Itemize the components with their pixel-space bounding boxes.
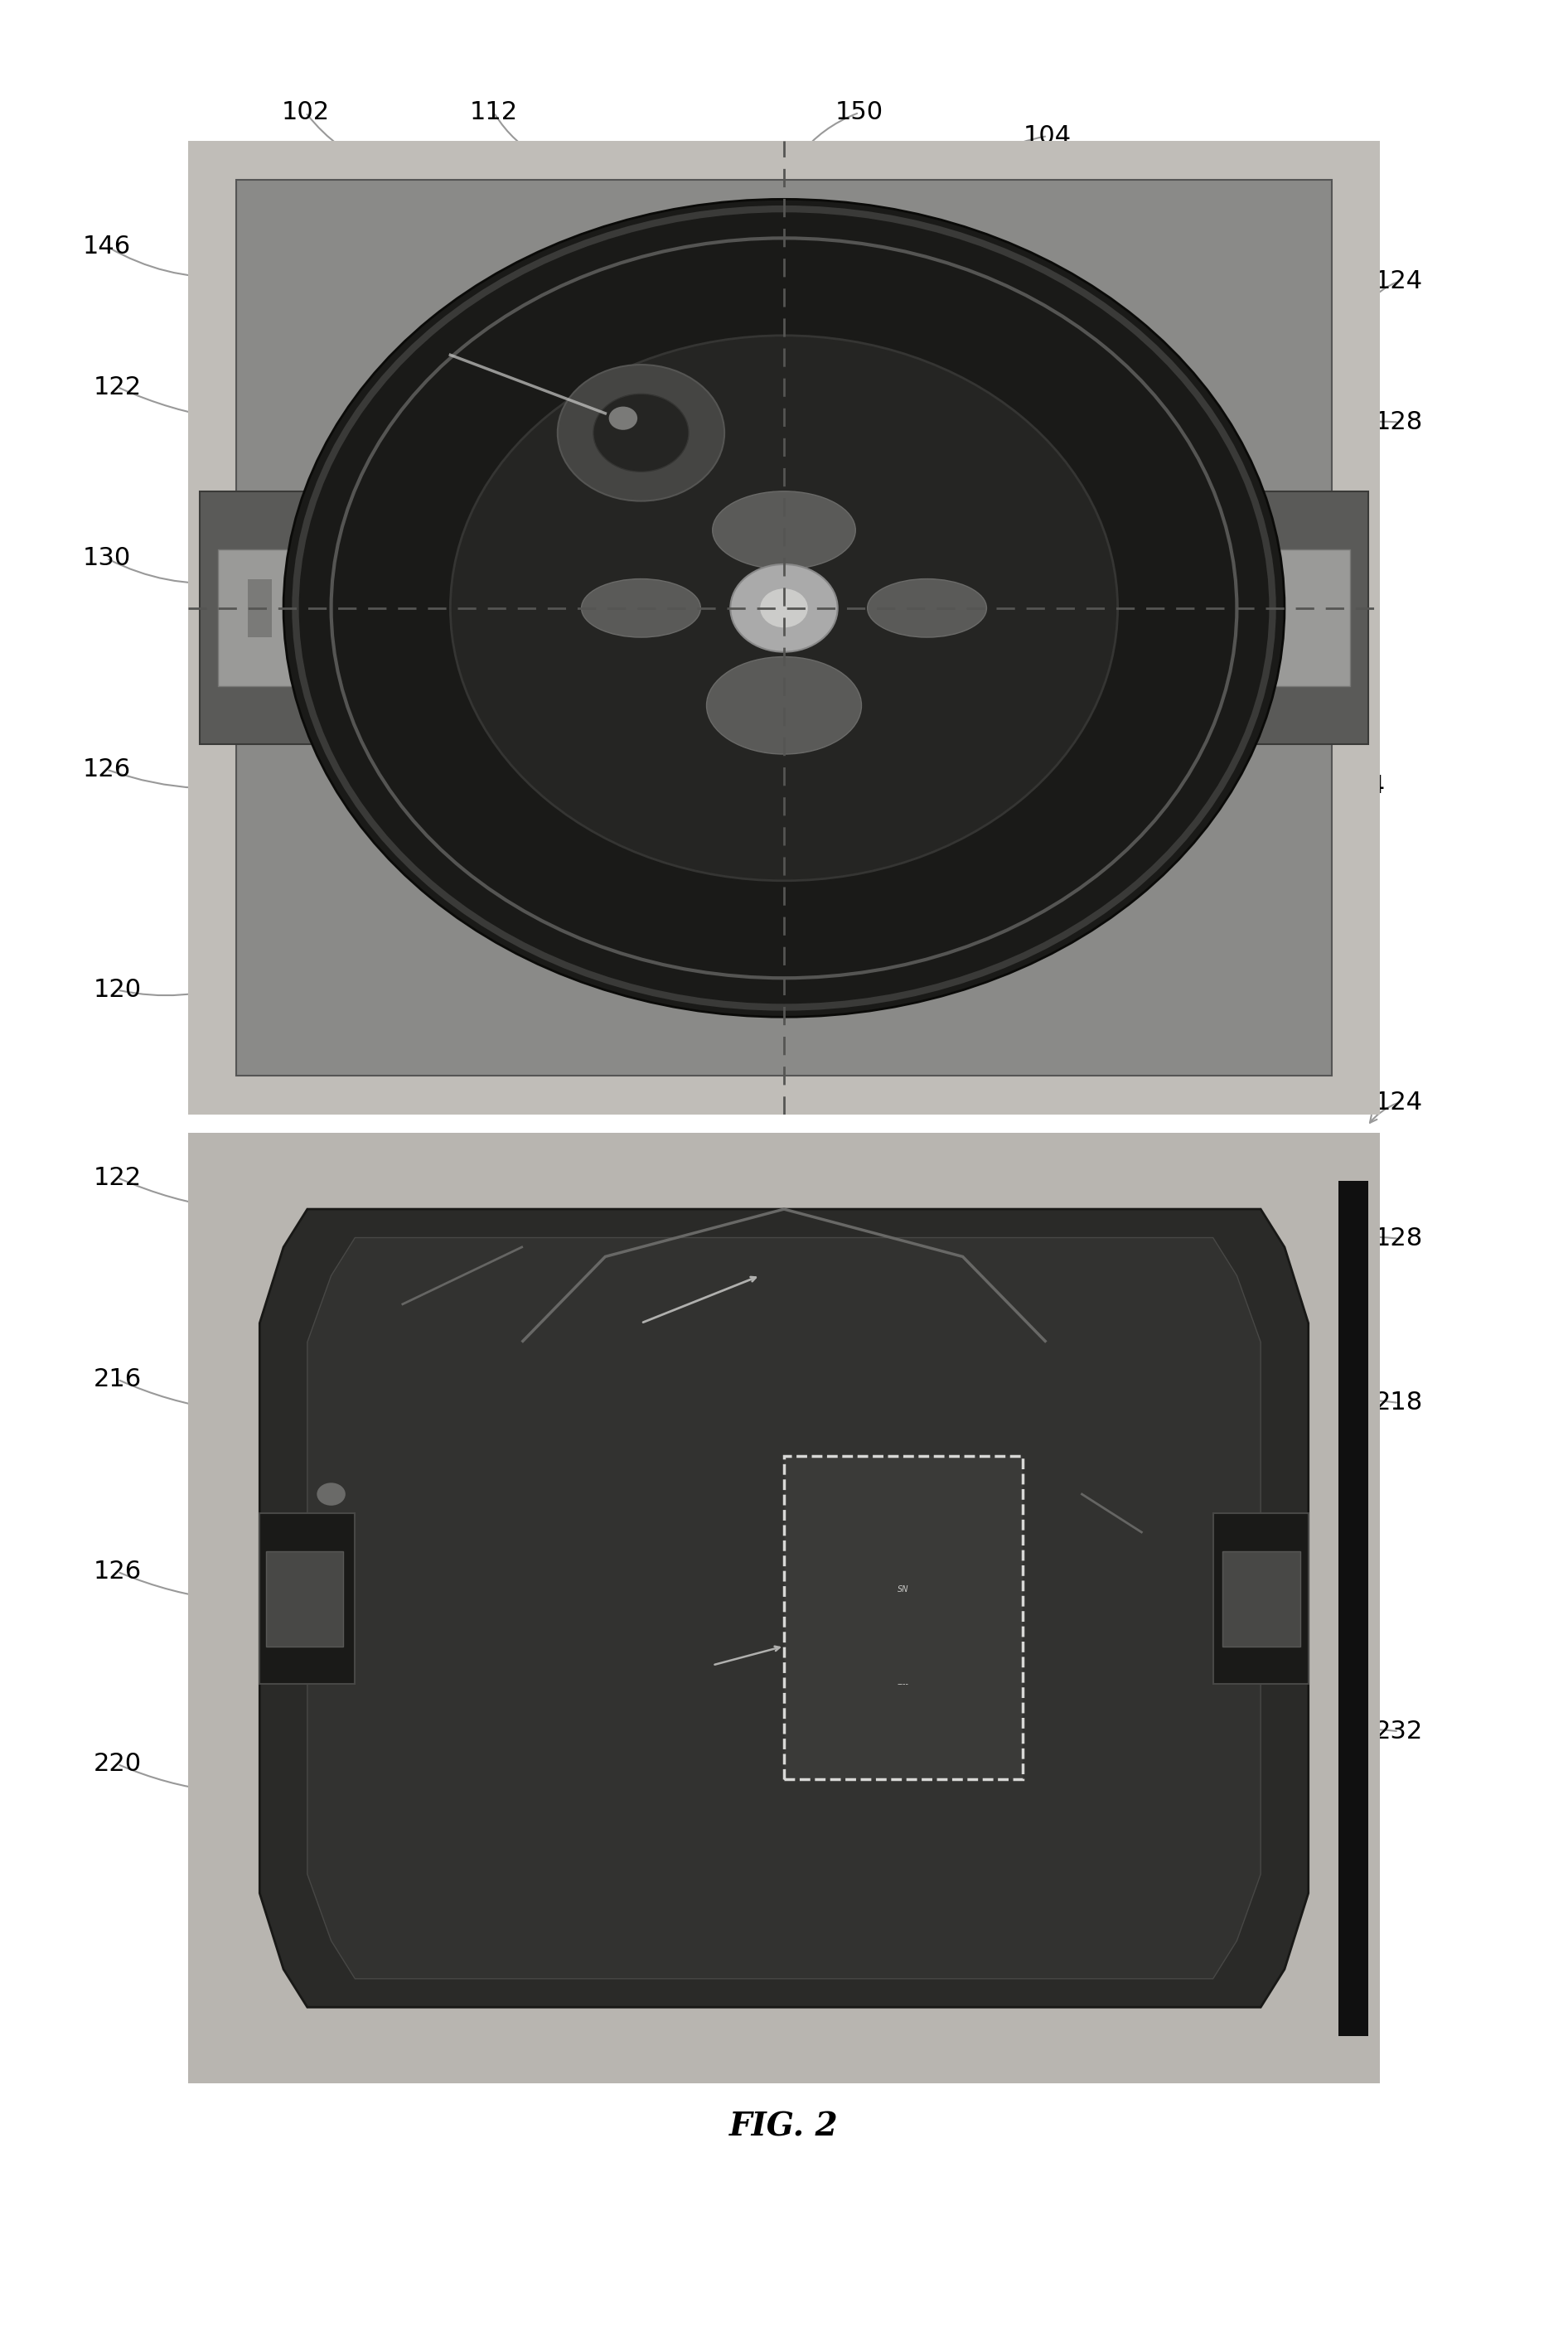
Polygon shape bbox=[260, 1513, 354, 1684]
Circle shape bbox=[760, 589, 808, 629]
Ellipse shape bbox=[707, 657, 861, 753]
Text: FIG. 2: FIG. 2 bbox=[729, 2111, 839, 2142]
Polygon shape bbox=[1214, 1513, 1308, 1684]
Text: 122: 122 bbox=[94, 375, 141, 399]
Bar bbox=[248, 579, 271, 638]
Text: 126: 126 bbox=[83, 758, 130, 781]
Text: 202: 202 bbox=[867, 1025, 914, 1049]
Text: 232: 232 bbox=[1375, 1720, 1422, 1743]
Text: 120: 120 bbox=[94, 978, 141, 1002]
Bar bbox=[265, 1551, 343, 1647]
Text: 150: 150 bbox=[836, 101, 883, 124]
Polygon shape bbox=[1214, 490, 1367, 744]
Text: 106: 106 bbox=[491, 1025, 538, 1049]
Bar bbox=[1254, 549, 1350, 685]
Text: 222: 222 bbox=[314, 1025, 361, 1049]
Text: 128: 128 bbox=[1375, 1227, 1422, 1250]
Text: 224: 224 bbox=[466, 1006, 513, 1030]
Bar bbox=[218, 549, 314, 685]
Text: ----: ---- bbox=[897, 1680, 909, 1689]
Ellipse shape bbox=[867, 579, 986, 638]
Text: 122: 122 bbox=[94, 1166, 141, 1189]
Circle shape bbox=[731, 565, 837, 652]
Text: 210: 210 bbox=[742, 1877, 789, 1900]
Text: 112: 112 bbox=[470, 101, 517, 124]
Circle shape bbox=[284, 199, 1284, 1018]
Text: 144: 144 bbox=[1338, 774, 1385, 798]
Bar bbox=[1338, 1180, 1367, 2036]
Text: 104: 104 bbox=[1024, 124, 1071, 148]
Circle shape bbox=[593, 394, 688, 472]
Text: FIG. 1: FIG. 1 bbox=[729, 1143, 839, 1173]
Polygon shape bbox=[307, 1239, 1261, 1978]
Circle shape bbox=[558, 364, 724, 502]
Text: SN: SN bbox=[897, 1586, 909, 1593]
Text: 220: 220 bbox=[94, 1752, 141, 1776]
Text: 218: 218 bbox=[1375, 1391, 1422, 1415]
Bar bbox=[784, 1457, 1022, 1778]
Text: 104: 104 bbox=[1024, 1025, 1071, 1049]
Text: 124: 124 bbox=[1375, 1091, 1422, 1114]
Ellipse shape bbox=[582, 579, 701, 638]
Text: 126: 126 bbox=[94, 1560, 141, 1584]
Text: 130: 130 bbox=[83, 547, 130, 570]
Text: 142: 142 bbox=[842, 1025, 889, 1049]
Polygon shape bbox=[201, 490, 354, 744]
Text: 146: 146 bbox=[83, 235, 130, 258]
Circle shape bbox=[450, 335, 1118, 880]
Text: 152: 152 bbox=[554, 157, 601, 181]
Bar bbox=[1223, 1551, 1300, 1647]
Text: 114: 114 bbox=[695, 1006, 742, 1030]
Text: 216: 216 bbox=[94, 1368, 141, 1391]
Polygon shape bbox=[260, 1208, 1308, 2008]
Ellipse shape bbox=[712, 490, 856, 570]
Text: 128: 128 bbox=[1375, 411, 1422, 434]
Circle shape bbox=[317, 1483, 345, 1506]
Circle shape bbox=[608, 406, 638, 429]
Text: 102: 102 bbox=[282, 101, 329, 124]
Text: 124: 124 bbox=[1375, 270, 1422, 293]
Text: 148: 148 bbox=[701, 1025, 748, 1049]
